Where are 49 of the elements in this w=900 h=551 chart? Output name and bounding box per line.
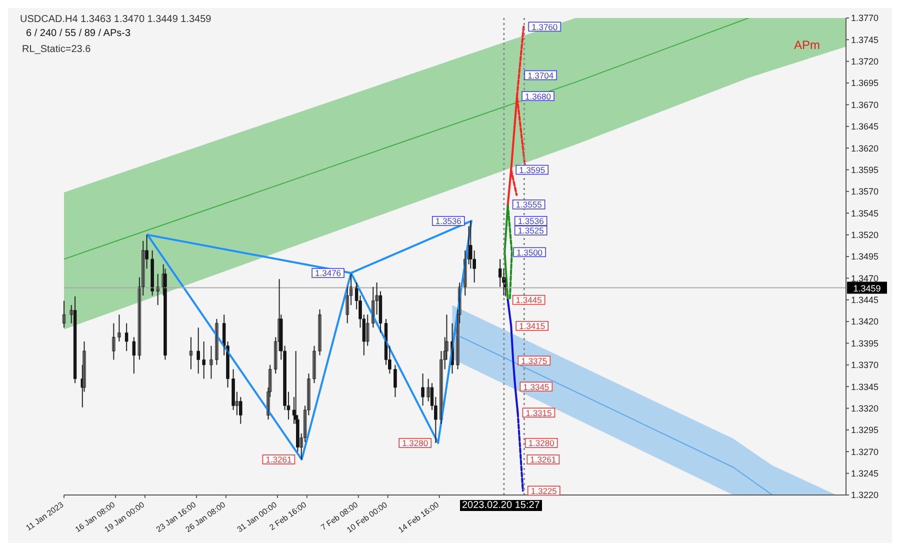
annotation: 1.3375: [521, 356, 548, 366]
annotation: 1.3445: [516, 295, 542, 306]
y-tick-label: 1.3345: [851, 382, 879, 392]
y-tick-label: 1.3470: [851, 273, 879, 284]
annotation: 1.3476: [315, 268, 342, 278]
y-tick-label: 1.3495: [851, 252, 879, 262]
annotation: 1.3280: [528, 438, 555, 448]
y-tick-label: 1.3670: [851, 100, 879, 110]
y-tick-label: 1.3720: [851, 56, 879, 67]
y-tick-label: 1.3570: [851, 186, 879, 197]
y-tick-label: 1.3245: [851, 468, 879, 479]
annotation: 1.3415: [519, 321, 546, 332]
annotation: APm: [792, 38, 821, 52]
y-tick-label: 1.3770: [851, 13, 879, 24]
y-tick-label: 1.3520: [851, 230, 879, 240]
y-tick-label: 1.3320: [851, 403, 879, 414]
annotation: 1.3536: [435, 216, 462, 226]
y-tick-label: 1.3620: [851, 143, 879, 154]
y-tick-label: 1.3595: [851, 164, 879, 175]
text: 2023.02.20 15:27: [460, 500, 542, 511]
y-tick-label: 1.3220: [851, 490, 879, 500]
annotation: 1.3525: [518, 226, 544, 236]
y-tick-label: 1.3420: [851, 316, 879, 327]
y-tick-label: 1.3545: [851, 208, 879, 218]
annotation: 1.3536: [518, 216, 544, 226]
annotation: 1.3595: [519, 164, 546, 175]
annotation: 1.3280: [402, 438, 428, 448]
text: 6 / 240 / 55 / 89 / APs-3: [26, 28, 131, 39]
y-tick-label: 1.3695: [851, 78, 879, 88]
y-tick-label: 1.3645: [851, 122, 879, 132]
annotation: 1.3345: [523, 382, 550, 392]
annotation: 1.3261: [266, 454, 292, 465]
y-tick-label: 1.3445: [851, 295, 879, 306]
chart-title: USDCAD.H4 1.3463 1.3470 1.3449 1.3459: [20, 14, 212, 25]
annotation: RL_Static=23.6: [21, 44, 92, 55]
annotation: 1.3555: [516, 200, 542, 210]
y-tick-label: 1.3370: [851, 360, 879, 370]
annotation: 1.3225: [530, 486, 558, 496]
y-tick-label: 1.3295: [851, 425, 879, 436]
y-tick-label: 1.3270: [851, 446, 879, 457]
annotation: 1.3680: [525, 91, 552, 102]
y-tick-label: 1.3395: [851, 338, 879, 348]
annotation: 1.3704: [528, 70, 554, 80]
ref-line-label: 1.3459: [853, 284, 881, 294]
annotation: 1.3261: [530, 454, 556, 465]
y-tick-label: 1.3745: [851, 34, 879, 45]
annotation: 1.3315: [526, 408, 552, 418]
annotation: 1.3500: [516, 247, 543, 258]
annotation: 1.3760: [532, 22, 558, 32]
